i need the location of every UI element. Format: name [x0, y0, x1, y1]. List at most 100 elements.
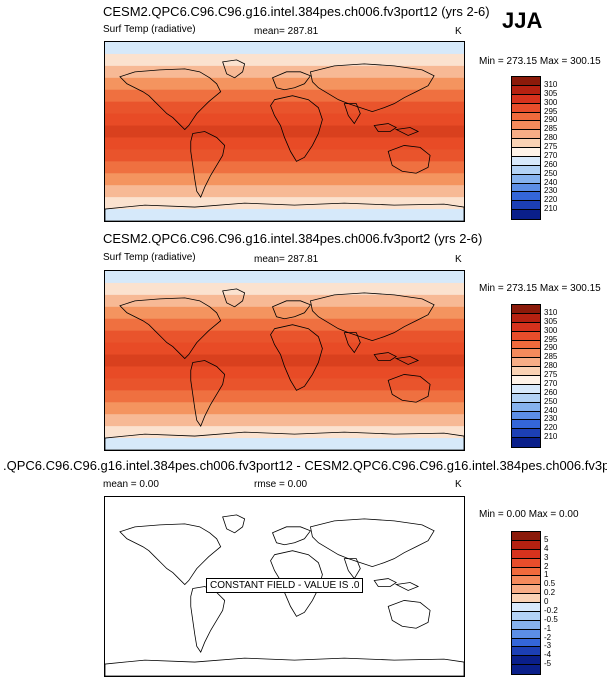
- colorbar-label: 0: [544, 597, 549, 606]
- colorbar-swatch: [512, 429, 540, 439]
- colorbar-label: 295: [544, 106, 558, 116]
- colorbar-label: 230: [544, 186, 558, 196]
- colorbar-swatch: [512, 112, 540, 122]
- colorbar-label: -2: [544, 632, 552, 642]
- colorbar-swatch: [512, 358, 540, 368]
- coastline: [387, 145, 431, 174]
- colorbar-label: 0.2: [544, 588, 556, 598]
- map-band: [105, 318, 464, 332]
- colorbar-swatch: [512, 103, 540, 113]
- colorbar-label: 210: [544, 204, 558, 214]
- colorbar-label: 290: [544, 115, 558, 125]
- colorbar-label: 260: [544, 159, 558, 169]
- map-band: [105, 53, 464, 67]
- panel1-mean: mean= 287.81: [254, 26, 319, 37]
- coastline: [272, 526, 312, 546]
- map-band: [105, 366, 464, 379]
- coastline: [373, 352, 397, 361]
- map-band: [105, 149, 464, 162]
- panel3-minmax: Min = 0.00 Max = 0.00: [479, 509, 579, 520]
- panel3-units: K: [455, 479, 462, 490]
- coastline: [387, 374, 431, 403]
- colorbar-label: 220: [544, 195, 558, 205]
- colorbar-swatch: [512, 438, 540, 447]
- colorbar-swatch: [512, 620, 540, 630]
- map-band: [105, 137, 464, 150]
- colorbar-label: 275: [544, 370, 558, 379]
- panel1-colorbar: [511, 76, 541, 220]
- colorbar-swatch: [512, 585, 540, 595]
- coastline: [270, 550, 323, 617]
- map-band: [105, 390, 464, 403]
- panel1-units: K: [455, 26, 462, 37]
- map-band: [105, 42, 464, 55]
- coastline: [309, 292, 435, 342]
- map-band: [105, 402, 464, 415]
- coastline: [190, 131, 226, 198]
- map-band: [105, 342, 464, 356]
- colorbar-label: 305: [544, 88, 558, 98]
- colorbar-label: 270: [544, 378, 558, 388]
- panel2-units: K: [455, 254, 462, 265]
- colorbar-swatch: [512, 367, 540, 376]
- coastline: [119, 523, 222, 586]
- colorbar-label: 250: [544, 396, 558, 406]
- colorbar-label: 230: [544, 414, 558, 424]
- colorbar-label: 1: [544, 570, 549, 580]
- panel2-title: CESM2.QPC6.C96.C96.g16.intel.384pes.ch00…: [103, 231, 483, 246]
- map-band: [105, 209, 464, 221]
- colorbar-label: -1: [544, 623, 552, 633]
- colorbar-swatch: [512, 611, 540, 621]
- colorbar-label: 4: [544, 543, 549, 553]
- colorbar-label: 310: [544, 307, 558, 317]
- map-band: [105, 197, 464, 210]
- coastline: [394, 582, 420, 591]
- colorbar-label: 300: [544, 97, 558, 107]
- panel1-map: [104, 41, 465, 222]
- colorbar-label: 0.5: [544, 579, 556, 589]
- colorbar-label: 310: [544, 79, 558, 89]
- colorbar-label: 210: [544, 432, 558, 442]
- map-band: [105, 101, 464, 115]
- panel1-field: Surf Temp (radiative): [103, 24, 196, 35]
- coastline: [387, 600, 431, 629]
- colorbar-label: -5: [544, 659, 552, 669]
- map-band: [105, 306, 464, 320]
- colorbar-swatch: [512, 331, 540, 341]
- coastline: [373, 578, 397, 587]
- colorbar-label: 285: [544, 352, 558, 362]
- panel3-rmse: rmse = 0.00: [254, 479, 308, 490]
- colorbar-swatch: [512, 121, 540, 131]
- panel2-map: [104, 270, 465, 451]
- colorbar-label: 2: [544, 561, 549, 571]
- colorbar-swatch: [512, 647, 540, 657]
- colorbar-swatch: [512, 156, 540, 166]
- colorbar-swatch: [512, 305, 540, 314]
- coastline: [394, 356, 420, 365]
- coastline: [272, 300, 312, 320]
- colorbar-label: 300: [544, 325, 558, 335]
- coastline: [373, 123, 397, 132]
- constant-field-label: CONSTANT FIELD - VALUE IS .0: [206, 578, 364, 593]
- colorbar-swatch: [512, 77, 540, 86]
- colorbar-label: 305: [544, 316, 558, 326]
- colorbar-label: 280: [544, 133, 558, 143]
- colorbar-label: 3: [544, 552, 549, 562]
- colorbar-swatch: [512, 376, 540, 385]
- colorbar-swatch: [512, 540, 540, 550]
- colorbar-swatch: [512, 411, 540, 421]
- map-band: [105, 282, 464, 296]
- coastline: [119, 68, 222, 131]
- panel2-mean: mean= 287.81: [254, 254, 319, 265]
- colorbar-swatch: [512, 148, 540, 157]
- panel1-title: CESM2.QPC6.C96.C96.g16.intel.384pes.ch00…: [103, 4, 490, 19]
- colorbar-swatch: [512, 313, 540, 323]
- colorbar-swatch: [512, 210, 540, 219]
- colorbar-label: 5: [544, 534, 549, 544]
- colorbar-swatch: [512, 532, 540, 541]
- colorbar-swatch: [512, 384, 540, 394]
- coastline: [343, 332, 361, 354]
- colorbar-label: -3: [544, 641, 552, 651]
- colorbar-swatch: [512, 85, 540, 95]
- coastline: [270, 324, 323, 391]
